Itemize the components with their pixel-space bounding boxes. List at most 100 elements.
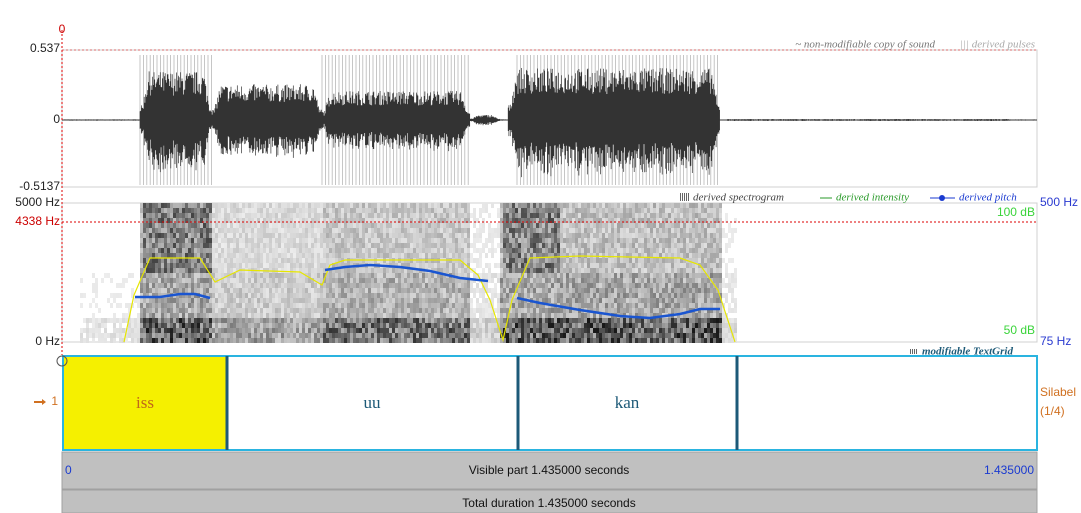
spectrogram-cell (350, 268, 353, 273)
spectrogram-cell (281, 253, 284, 258)
spectrogram-cell (599, 238, 602, 243)
spectrogram-cell (173, 323, 176, 328)
spectrogram-cell (551, 283, 554, 288)
spectrogram-cell (248, 228, 251, 233)
spectrogram-cell (380, 218, 383, 223)
spectrogram-cell (572, 318, 575, 323)
spectrogram-cell (461, 323, 464, 328)
spectrogram-cell (299, 253, 302, 258)
spectrogram-cell (533, 273, 536, 278)
spectrogram-cell (395, 208, 398, 213)
spectrogram-cell (371, 288, 374, 293)
spectrogram-cell (578, 248, 581, 253)
spectrogram-cell (308, 328, 311, 333)
spectrogram-cell (233, 268, 236, 273)
spectrogram-cell (434, 233, 437, 238)
spectrogram-cell (152, 323, 155, 328)
spectrogram-cell (482, 208, 485, 213)
spectrogram-cell (407, 318, 410, 323)
spectrogram-cell (308, 228, 311, 233)
spectrogram-cell (215, 283, 218, 288)
spectrogram-cell (509, 283, 512, 288)
spectrogram-cell (191, 278, 194, 283)
spectrogram-cell (431, 223, 434, 228)
spectrogram-cell (305, 258, 308, 263)
spectrogram-cell (632, 338, 635, 343)
spectrogram-cell (395, 243, 398, 248)
spectrogram-cell (545, 278, 548, 283)
spectrogram-cell (317, 233, 320, 238)
spectrogram-cell (557, 268, 560, 273)
spectrogram-cell (320, 278, 323, 283)
spectrogram-cell (245, 223, 248, 228)
spectrogram-cell (200, 328, 203, 333)
spectrogram-cell (176, 203, 179, 208)
spectrogram-cell (200, 253, 203, 258)
spectrogram-cell (563, 213, 566, 218)
spectrogram-cell (320, 203, 323, 208)
spectrogram-cell (233, 298, 236, 303)
spectrogram-cell (395, 318, 398, 323)
spectrogram-cell (560, 213, 563, 218)
spectrogram-cell (314, 283, 317, 288)
spectrogram-cell (218, 208, 221, 213)
spectrogram-cell (458, 243, 461, 248)
spectrogram-cell (362, 303, 365, 308)
spectrogram-cell (569, 208, 572, 213)
spectrogram-cell (527, 333, 530, 338)
spectrogram-cell (362, 293, 365, 298)
spectrogram-cell (356, 233, 359, 238)
spectrogram-cell (371, 228, 374, 233)
spectrogram-cell (467, 208, 470, 213)
spectrogram-cell (197, 228, 200, 233)
spectrogram-cell (359, 223, 362, 228)
spectrogram-cell (275, 228, 278, 233)
spectrogram-cell (620, 303, 623, 308)
spectrogram-cell (176, 288, 179, 293)
spectrogram-cell (605, 328, 608, 333)
spectrogram-cell (524, 263, 527, 268)
spectrogram-cell (308, 333, 311, 338)
spectrogram-cell (143, 233, 146, 238)
spectrogram-cell (569, 328, 572, 333)
spectrogram-cell (464, 298, 467, 303)
spectrogram-cell (278, 263, 281, 268)
spectrogram-cell (287, 268, 290, 273)
spectrogram-cell (461, 303, 464, 308)
spectrogram-cell (266, 248, 269, 253)
spectrogram-cell (338, 203, 341, 208)
spectrogram-cell (611, 273, 614, 278)
spectrogram-cell (281, 298, 284, 303)
spectrogram-cell (128, 308, 131, 313)
spectrogram-cell (251, 308, 254, 313)
spectrogram-cell (467, 333, 470, 338)
spectrogram-cell (212, 203, 215, 208)
spectrogram-cell (386, 208, 389, 213)
spectrogram-cell (518, 318, 521, 323)
spectrogram-cell (320, 208, 323, 213)
spectrogram-cell (164, 278, 167, 283)
spectrogram-cell (551, 208, 554, 213)
spectrogram-cell (158, 263, 161, 268)
spectrogram-cell (353, 288, 356, 293)
spectrogram-cell (593, 253, 596, 258)
spectrogram-cell (602, 223, 605, 228)
spectrogram-cell (512, 218, 515, 223)
spectrogram-cell (509, 228, 512, 233)
spectrogram-cell (578, 298, 581, 303)
spectrogram-cell (332, 213, 335, 218)
spectrogram-cell (185, 228, 188, 233)
spectrogram-cell (335, 288, 338, 293)
spectrogram-cell (575, 223, 578, 228)
spectrogram-cell (533, 208, 536, 213)
spectrogram-cell (353, 218, 356, 223)
spectrogram-cell (473, 258, 476, 263)
spectrogram-cell (359, 303, 362, 308)
spectrogram-cell (530, 248, 533, 253)
spectrogram-cell (572, 303, 575, 308)
spectrogram-cell (92, 338, 95, 343)
spectrogram-cell (611, 278, 614, 283)
spectrogram-cell (185, 293, 188, 298)
spectrogram-cell (236, 313, 239, 318)
spectrogram-cell (251, 238, 254, 243)
